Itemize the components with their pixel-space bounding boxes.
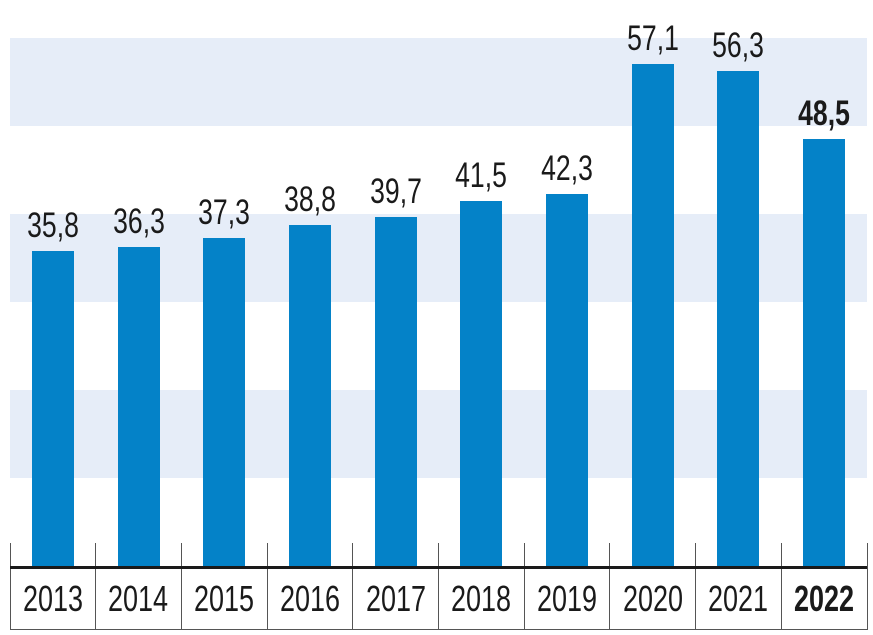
axis-tick xyxy=(9,543,11,630)
bar-2022 xyxy=(803,139,846,566)
bar-value-label: 38,8 xyxy=(284,179,336,219)
bar-value-label: 41,5 xyxy=(455,155,508,195)
x-axis-label-text: 2013 xyxy=(22,578,83,619)
x-axis-label-2020: 2020 xyxy=(610,569,696,629)
x-axis-label-2021: 2021 xyxy=(696,569,782,629)
axis-tick xyxy=(266,543,268,630)
x-axis-label-2015: 2015 xyxy=(181,569,267,629)
bar-value-label: 57,1 xyxy=(626,18,679,58)
bar-value-label: 36,3 xyxy=(112,201,165,241)
bar-2019 xyxy=(546,193,589,566)
x-axis-label-2018: 2018 xyxy=(439,569,525,629)
x-axis-label-2022: 2022 xyxy=(781,569,867,629)
bar-value-label: 56,3 xyxy=(712,25,765,65)
x-axis-label-text: 2018 xyxy=(451,578,512,619)
x-axis-label-text: 2017 xyxy=(365,578,426,619)
plot-area: 35,8 36,3 37,3 38,8 39,7 41,5 42,3 57,1 56,3 48,5 xyxy=(10,0,867,566)
x-axis-label-text: 2022 xyxy=(794,578,855,619)
axis-tick xyxy=(352,543,354,630)
axis-bottom-line xyxy=(10,629,867,630)
bar-value-label: 39,7 xyxy=(369,171,422,211)
x-axis-label-text: 2019 xyxy=(536,578,598,619)
x-axis-label-2017: 2017 xyxy=(353,569,439,629)
x-axis-line xyxy=(10,566,867,569)
bar-2020 xyxy=(631,63,674,566)
axis-tick xyxy=(95,543,97,630)
bar-value-label: 37,3 xyxy=(198,192,251,232)
bar-2014 xyxy=(117,246,160,566)
bar-2015 xyxy=(203,237,246,566)
x-axis-label-text: 2015 xyxy=(194,578,255,619)
axis-tick xyxy=(866,543,868,630)
bar-2021 xyxy=(717,70,760,566)
bar-2018 xyxy=(460,200,503,566)
x-axis-label-2014: 2014 xyxy=(96,569,182,629)
x-axis-label-text: 2020 xyxy=(622,578,683,619)
x-axis-label-2019: 2019 xyxy=(524,569,610,629)
x-axis-label-text: 2021 xyxy=(708,578,769,619)
axis-tick xyxy=(780,543,782,630)
x-axis-label-text: 2016 xyxy=(279,578,340,619)
bar-value-label: 48,5 xyxy=(798,94,851,134)
bar-2016 xyxy=(288,224,331,566)
axis-tick xyxy=(523,543,525,630)
axis-tick xyxy=(695,543,697,630)
axis-tick xyxy=(609,543,611,630)
axis-tick xyxy=(438,543,439,630)
bar-2013 xyxy=(31,250,74,566)
bar-value-label: 42,3 xyxy=(541,148,593,188)
x-axis-label-2013: 2013 xyxy=(10,569,96,629)
x-axis-label-2016: 2016 xyxy=(267,569,353,629)
bar-value-label: 35,8 xyxy=(26,205,79,245)
axis-tick xyxy=(180,543,182,630)
bar-2017 xyxy=(374,216,417,566)
x-axis-label-text: 2014 xyxy=(108,578,169,619)
